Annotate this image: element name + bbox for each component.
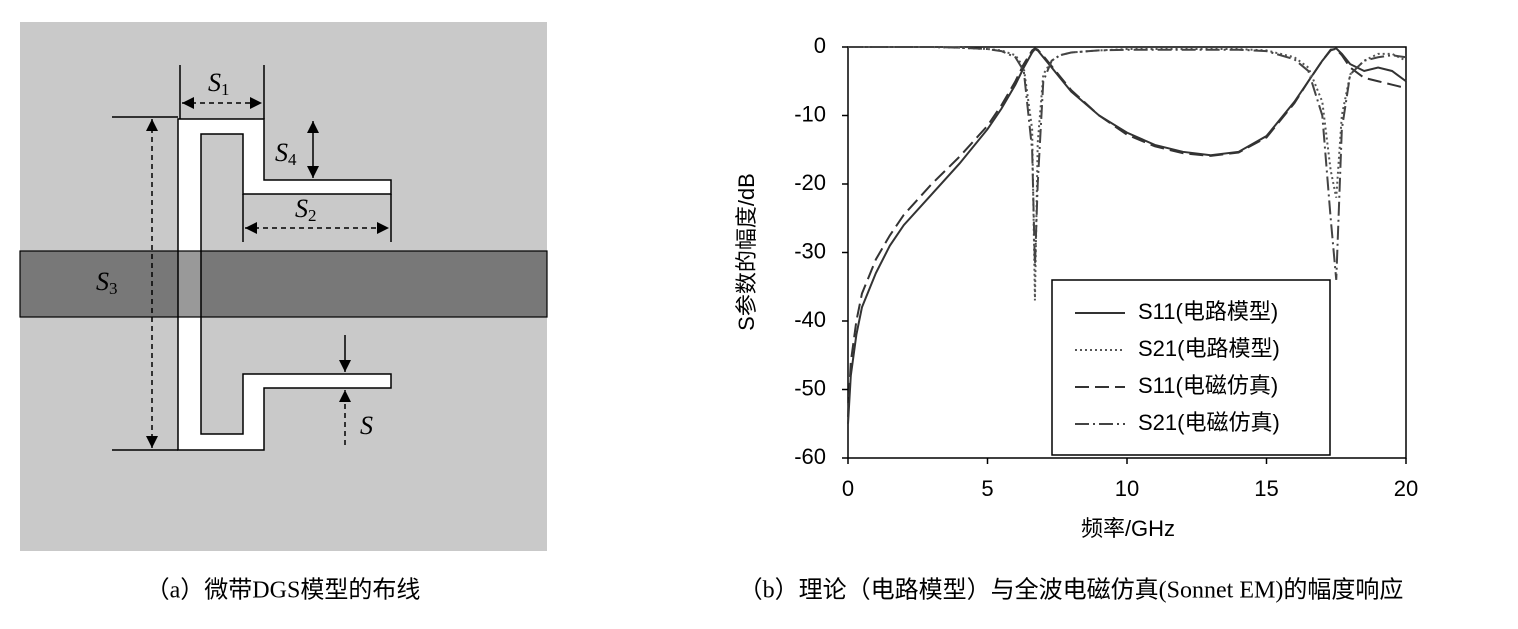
dimension-label: S4 bbox=[275, 138, 297, 169]
y-tick-label: -10 bbox=[794, 101, 826, 126]
legend-label: S11(电磁仿真) bbox=[1138, 373, 1278, 398]
legend-label: S21(电磁仿真) bbox=[1138, 410, 1280, 435]
legend-label: S21(电路模型) bbox=[1138, 336, 1280, 361]
series-line bbox=[847, 47, 1407, 417]
caption: （a）微带DGS模型的布线 bbox=[146, 577, 421, 604]
y-tick-label: -60 bbox=[794, 444, 826, 469]
dgs-slot bbox=[177, 118, 392, 451]
y-tick-label: -50 bbox=[794, 375, 826, 400]
y-tick-label: 0 bbox=[814, 33, 826, 58]
y-tick-label: -20 bbox=[794, 170, 826, 195]
legend: S11(电路模型) S21(电路模型) S11(电磁仿真) S21(电磁仿真) bbox=[1051, 279, 1331, 456]
ground-plane bbox=[20, 22, 547, 551]
y-axis-label: S参数的幅度/dB bbox=[734, 173, 759, 331]
series-line bbox=[848, 46, 1407, 301]
dgs-layout: S1 S4 S2 S3 S （a）微带DGS模型的布线 bbox=[19, 22, 548, 604]
dimension-label: S2 bbox=[295, 194, 317, 225]
series-line bbox=[848, 46, 1407, 280]
y-tick-label: -40 bbox=[794, 307, 826, 332]
dimension-label: S1 bbox=[208, 68, 230, 99]
dimension-label: S3 bbox=[96, 267, 118, 298]
microstrip bbox=[19, 250, 548, 318]
x-tick-label: 20 bbox=[1394, 476, 1418, 501]
x-tick-label: 0 bbox=[842, 476, 854, 501]
caption: （b）理论（电路模型）与全波电磁仿真(Sonnet EM)的幅度响应 bbox=[739, 577, 1404, 604]
legend-label: S11(电路模型) bbox=[1138, 299, 1278, 324]
x-tick-label: 15 bbox=[1254, 476, 1278, 501]
series-line bbox=[847, 47, 1407, 424]
dimension-label: S bbox=[360, 411, 373, 440]
x-tick-label: 10 bbox=[1115, 476, 1139, 501]
y-tick-label: -30 bbox=[794, 238, 826, 263]
x-axis-label: 频率/GHz bbox=[1081, 516, 1175, 541]
x-tick-label: 5 bbox=[981, 476, 993, 501]
legend-box bbox=[1051, 279, 1331, 456]
